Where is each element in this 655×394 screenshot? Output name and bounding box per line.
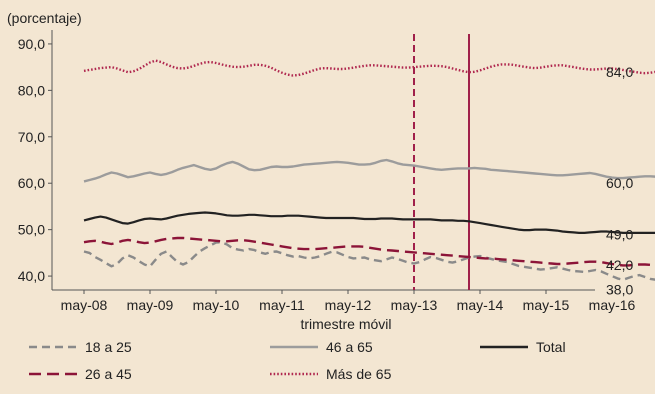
y-tick-label: 80,0 xyxy=(18,82,45,98)
legend-label-Más-de-65: Más de 65 xyxy=(326,366,392,382)
x-tick-label: may-14 xyxy=(457,297,504,313)
x-tick-label: may-10 xyxy=(193,297,240,313)
y-tick-label: 60,0 xyxy=(18,175,45,191)
end-label-Total: 49,0 xyxy=(606,226,633,242)
end-label-46-a-65: 60,0 xyxy=(606,175,633,191)
x-tick-label: may-08 xyxy=(61,297,108,313)
y-tick-label: 50,0 xyxy=(18,222,45,238)
x-tick-label: may-09 xyxy=(127,297,174,313)
legend-label-26-a-45: 26 a 45 xyxy=(85,366,132,382)
series-line-Total xyxy=(83,211,655,234)
y-tick-label: 70,0 xyxy=(18,129,45,145)
unit-label: (porcentaje) xyxy=(7,10,82,26)
legend: 18 a 25 46 a 65 Total 26 a 45 Más de 65 xyxy=(29,339,566,382)
end-label-Más-de-65: 84,0 xyxy=(606,64,633,80)
x-tick-label: may-16 xyxy=(589,297,636,313)
x-tick-label: may-13 xyxy=(391,297,438,313)
plot-area: 40,0 50,0 60,0 70,0 80,0 90,0 may-08 may-09 may-… xyxy=(18,30,655,313)
end-label-26-a-45: 42,0 xyxy=(606,257,633,273)
x-tick-label: may-11 xyxy=(259,297,305,313)
legend-label-18-a-25: 18 a 25 xyxy=(85,339,132,355)
legend-label-46-a-65: 46 a 65 xyxy=(326,339,373,355)
end-label-18-a-25: 38,0 xyxy=(606,281,633,297)
x-tick-label: may-12 xyxy=(325,297,372,313)
legend-label-Total: Total xyxy=(536,339,566,355)
series-line-26-a-45 xyxy=(83,236,655,267)
series-line-18-a-25 xyxy=(83,240,655,281)
x-tick-label: may-15 xyxy=(523,297,570,313)
y-tick-label: 90,0 xyxy=(18,36,45,52)
series-line-46-a-65 xyxy=(83,158,655,183)
series-line-Más-de-65 xyxy=(83,59,655,77)
y-tick-label: 40,0 xyxy=(18,268,45,284)
x-axis-label: trimestre móvil xyxy=(300,316,391,332)
